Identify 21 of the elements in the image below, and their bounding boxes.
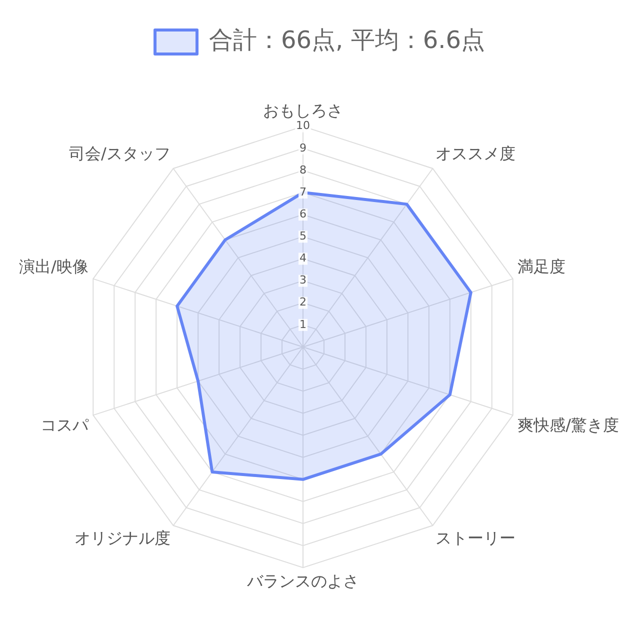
spoke-label: 満足度	[518, 256, 566, 276]
y-tick-label: 9	[300, 141, 306, 154]
spoke-label: コスパ	[40, 415, 90, 434]
y-tick-label: 7	[300, 185, 306, 198]
spoke-label: 演出/映像	[19, 256, 88, 276]
spoke-label: 爽快感/驚き度	[518, 415, 619, 434]
y-tick-label: 5	[300, 230, 306, 243]
spoke-label: 司会/スタッフ	[68, 144, 170, 163]
y-tick-label: 8	[300, 163, 306, 176]
y-tick-label: 3	[300, 274, 306, 287]
legend-label: 合計：66点, 平均：6.6点	[209, 26, 485, 54]
spoke-label: オリジナル度	[74, 528, 170, 548]
y-tick-label: 6	[300, 207, 306, 220]
spoke-label: おもしろさ	[263, 100, 343, 120]
spoke-label: オススメ度	[436, 144, 516, 163]
y-tick-label: 2	[300, 296, 306, 309]
spoke-label: ストーリー	[436, 528, 516, 548]
y-tick-label: 1	[300, 318, 306, 331]
y-tick-label: 4	[300, 252, 306, 265]
y-tick-label: 10	[296, 119, 310, 132]
spoke-label: バランスのよさ	[246, 571, 359, 590]
